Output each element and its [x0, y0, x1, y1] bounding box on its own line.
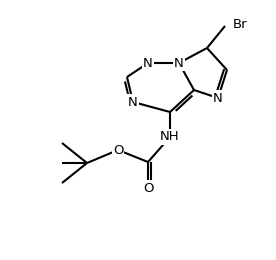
Text: NH: NH [160, 131, 180, 144]
Text: N: N [143, 56, 153, 69]
Text: N: N [174, 56, 184, 69]
Text: N: N [128, 95, 138, 108]
Text: N: N [213, 92, 223, 105]
Text: O: O [113, 144, 123, 157]
Text: O: O [143, 181, 153, 194]
Text: Br: Br [233, 17, 248, 30]
